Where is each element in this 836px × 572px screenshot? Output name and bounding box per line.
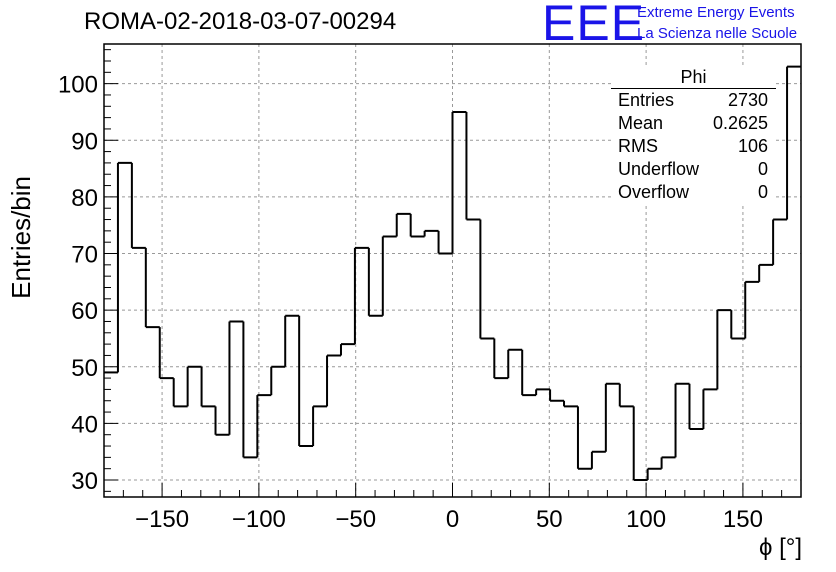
histogram-bin (618, 383, 634, 408)
histogram-bin (353, 246, 369, 345)
histogram-bin (521, 349, 537, 397)
stats-value: 2730 (727, 90, 768, 110)
histogram-bin (116, 161, 132, 373)
y-axis-label: Entries/bin (6, 176, 36, 299)
histogram-bin (479, 219, 495, 340)
histogram-bin (270, 365, 286, 396)
histogram-bin (758, 263, 774, 282)
histogram-bin (576, 406, 592, 470)
chart-title: ROMA-02-2018-03-07-00294 (84, 8, 397, 35)
y-tick-label: 100 (58, 72, 98, 99)
histogram-bin (367, 247, 383, 317)
x-tick-label: −50 (335, 506, 376, 533)
y-tick-label: 30 (71, 468, 98, 495)
stats-row: Underflow 0 (611, 158, 776, 181)
histogram-bin (451, 110, 467, 254)
histogram-bin (716, 309, 732, 390)
histogram-bin (312, 405, 328, 447)
histogram-bin (646, 467, 662, 481)
histogram-bin (744, 280, 760, 339)
y-tick-label: 60 (71, 298, 98, 325)
histogram-bin (228, 320, 244, 435)
stats-row: Mean 0.2625 (611, 112, 776, 135)
stats-row: RMS 106 (611, 135, 776, 158)
histogram-bin (632, 406, 648, 482)
histogram-bin (772, 218, 788, 265)
histogram-bin (214, 406, 230, 436)
histogram-bin (186, 365, 202, 407)
histogram-bin (465, 111, 481, 221)
stats-value: 0.2625 (712, 113, 768, 133)
stats-box: Phi Entries 2730 Mean 0.2625 RMS 106 Und… (611, 66, 776, 204)
stats-value: 0 (757, 182, 768, 202)
histogram-bin (256, 394, 272, 458)
histogram-bin (395, 212, 411, 237)
histogram-bin (423, 229, 439, 237)
histogram-bin (786, 65, 801, 220)
histogram-bin (549, 389, 565, 402)
stats-label: Entries (618, 90, 675, 110)
histogram-bin (144, 247, 160, 329)
histogram-bin (563, 400, 578, 408)
stats-row: Entries 2730 (611, 89, 776, 112)
stats-value: 0 (757, 159, 768, 179)
x-tick-label: −100 (232, 506, 286, 533)
logo-line-1: Extreme Energy Events (637, 4, 795, 21)
stats-label: RMS (618, 136, 658, 156)
histogram-bin (326, 354, 341, 407)
histogram-bin (381, 235, 397, 316)
x-tick-label: −150 (135, 506, 189, 533)
stats-title: Phi (611, 66, 776, 89)
histogram-bin (172, 378, 188, 408)
x-tick-label: 0 (446, 506, 459, 533)
histogram-bin (158, 327, 174, 380)
histogram-bin (242, 321, 258, 459)
histogram-bin (660, 456, 676, 469)
histogram-bin (409, 213, 425, 238)
histogram-bin (200, 366, 216, 408)
y-tick-label: 90 (71, 128, 98, 155)
eee-logo: EEE (542, 0, 646, 51)
histogram-bin (688, 383, 704, 431)
histogram-bin (702, 388, 718, 430)
stats-label: Underflow (618, 159, 700, 179)
histogram-bin (493, 338, 509, 380)
y-tick-label: 50 (71, 355, 98, 382)
y-tick-label: 80 (71, 185, 98, 212)
histogram-bin (674, 382, 690, 458)
logo-line-2: La Scienza nelle Scuole (637, 25, 798, 42)
histogram-bin (730, 310, 746, 340)
y-tick-label: 40 (71, 411, 98, 438)
x-axis-label: ϕ [°] (758, 534, 802, 561)
stats-value: 106 (737, 136, 768, 156)
x-tick-label: 100 (626, 506, 666, 533)
histogram-bin (507, 348, 523, 379)
stats-label: Mean (618, 113, 664, 133)
x-tick-label: 50 (536, 506, 563, 533)
histogram-bin (339, 343, 355, 356)
histogram-bin (590, 450, 606, 469)
stats-label: Overflow (618, 182, 690, 202)
histogram-bin (437, 230, 453, 255)
histogram-bin (604, 382, 620, 452)
histogram-bin (298, 315, 314, 448)
histogram-bin (284, 314, 300, 367)
y-tick-label: 70 (71, 242, 98, 269)
histogram-bin (130, 162, 146, 249)
x-tick-label: 150 (723, 506, 763, 533)
histogram-bin (535, 388, 551, 396)
stats-row: Overflow 0 (611, 181, 776, 204)
